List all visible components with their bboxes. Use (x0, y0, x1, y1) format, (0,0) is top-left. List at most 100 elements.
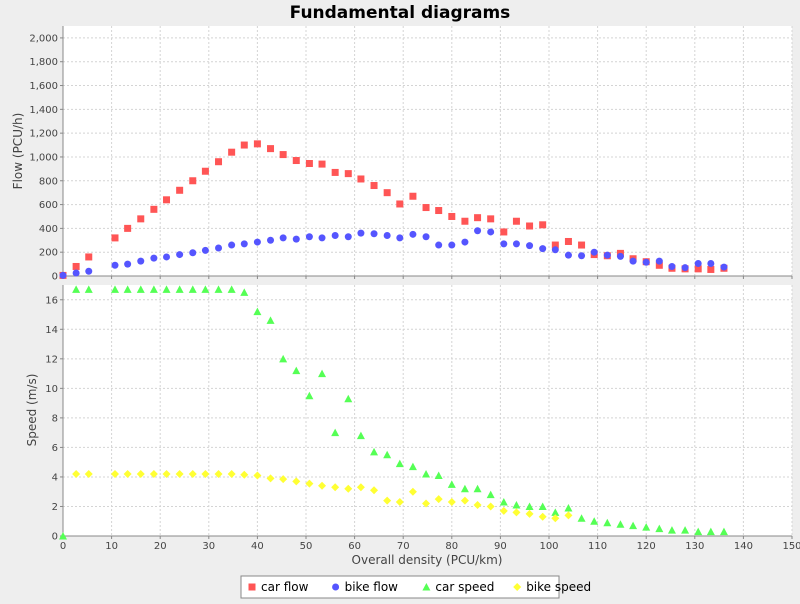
data-point (240, 141, 248, 149)
data-point (228, 241, 236, 249)
legend-marker (513, 583, 522, 591)
x-tick-label: 150 (782, 541, 800, 552)
data-point (305, 233, 313, 241)
data-point (279, 151, 287, 159)
data-point (72, 262, 80, 270)
data-point (681, 264, 689, 272)
data-point (486, 502, 495, 511)
data-point (525, 502, 534, 510)
data-point (461, 217, 469, 225)
data-point (331, 483, 340, 492)
data-point (84, 469, 93, 478)
legend-marker (248, 583, 256, 591)
y-tick-label: 400 (39, 224, 58, 235)
series-bike-flow (59, 227, 728, 279)
x-tick-label: 140 (734, 541, 753, 552)
data-point (694, 265, 702, 273)
data-point (500, 240, 508, 248)
data-point (123, 469, 132, 478)
data-point (331, 168, 339, 176)
data-point (707, 265, 715, 273)
data-point (305, 160, 313, 167)
data-point (564, 237, 572, 245)
data-point (590, 248, 598, 256)
data-point (564, 251, 572, 259)
data-point (383, 232, 391, 240)
data-point (84, 285, 93, 293)
data-point (266, 316, 275, 324)
data-point (188, 469, 197, 478)
x-tick-label: 10 (105, 541, 118, 552)
y-tick-label: 0 (52, 532, 58, 543)
data-point (422, 499, 431, 508)
data-point (409, 230, 417, 238)
legend-label: bike speed (526, 580, 591, 594)
y-tick-label: 600 (39, 200, 58, 211)
data-point (434, 471, 443, 479)
data-point (486, 490, 495, 499)
data-point (111, 234, 119, 242)
data-point (447, 498, 456, 507)
data-point (136, 469, 145, 478)
data-point (240, 240, 248, 248)
legend: car flow bike flow car speed bike speed (240, 575, 591, 599)
data-point (422, 469, 431, 478)
x-tick-label: 60 (348, 541, 361, 552)
data-point (694, 527, 703, 536)
data-point (719, 527, 728, 536)
data-point (163, 196, 171, 204)
x-tick-label: 90 (494, 541, 507, 552)
data-point (123, 285, 132, 293)
data-point (655, 257, 663, 265)
data-point (150, 205, 158, 213)
y-tick-label: 800 (39, 176, 58, 187)
legend-marker (332, 583, 340, 591)
data-point (564, 511, 573, 520)
data-point (539, 221, 547, 229)
data-point (461, 238, 469, 246)
data-point (305, 479, 314, 488)
data-point (201, 285, 210, 293)
y-tick-label: 2 (52, 502, 58, 513)
data-point (408, 462, 417, 471)
data-point (473, 484, 482, 493)
data-point (512, 508, 521, 517)
data-point (162, 469, 171, 478)
x-tick-label: 100 (539, 541, 558, 552)
data-point (253, 238, 261, 246)
data-point (357, 175, 365, 183)
x-tick-label: 110 (588, 541, 607, 552)
data-points (59, 140, 728, 540)
data-point (396, 234, 404, 242)
data-point (292, 477, 301, 486)
data-point (370, 182, 378, 190)
data-point (551, 514, 560, 523)
y-tick-label: 200 (39, 248, 58, 259)
data-point (292, 235, 300, 243)
data-point (578, 241, 586, 249)
data-point (460, 496, 469, 505)
data-point (214, 285, 223, 293)
data-point (149, 285, 158, 293)
data-point (59, 271, 67, 279)
data-point (629, 257, 637, 265)
data-point (85, 253, 93, 261)
data-point (188, 285, 197, 293)
data-point (500, 228, 508, 236)
data-point (111, 285, 120, 293)
data-point (189, 177, 197, 185)
y-tick-label: 1,000 (29, 152, 58, 163)
data-point (85, 267, 93, 275)
data-point (344, 170, 352, 178)
data-point (603, 251, 611, 259)
y-tick-label: 12 (45, 354, 58, 365)
data-point (267, 145, 275, 153)
data-point (655, 261, 663, 269)
data-point (435, 241, 443, 249)
data-point (577, 514, 586, 522)
data-point (590, 517, 599, 525)
data-point (487, 228, 495, 236)
data-point (551, 241, 559, 249)
series-car-flow (59, 140, 728, 279)
